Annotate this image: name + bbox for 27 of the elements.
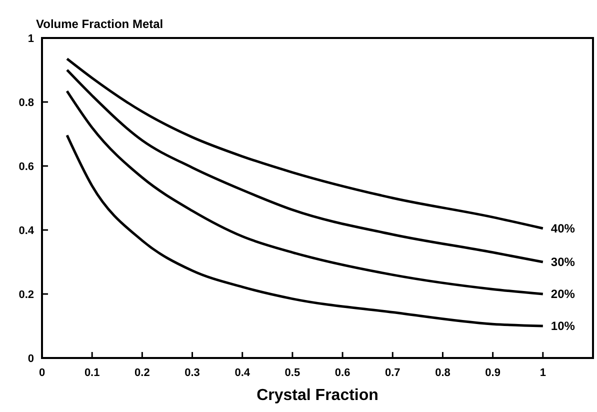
x-tick-label: 0.5 xyxy=(284,367,300,379)
line-series xyxy=(66,134,544,328)
x-tick-label: 0.3 xyxy=(184,367,200,379)
y-tick-label: 1 xyxy=(28,33,34,45)
x-tick-label: 0.7 xyxy=(384,367,400,379)
x-tick-label: 0.4 xyxy=(234,367,251,379)
series-label: 40% xyxy=(550,221,576,236)
y-tick-label: 0.6 xyxy=(18,161,34,173)
x-tick-label: 0.6 xyxy=(334,367,350,379)
y-tick-label: 0.2 xyxy=(18,289,34,301)
x-axis-title: Crystal Fraction xyxy=(256,387,378,404)
line-series xyxy=(66,90,544,296)
line-series xyxy=(66,58,544,230)
y-axis-title: Volume Fraction Metal xyxy=(36,17,164,31)
y-tick-label: 0 xyxy=(28,353,34,365)
x-tick-label: 1 xyxy=(540,367,546,379)
x-tick-label: 0.8 xyxy=(435,367,450,379)
series-label: 20% xyxy=(550,287,576,301)
y-tick-label: 0.8 xyxy=(18,97,34,109)
x-tick-label: 0.2 xyxy=(134,367,150,379)
series-label: 10% xyxy=(550,319,576,333)
x-tick-label: 0.1 xyxy=(84,367,100,379)
line-series xyxy=(66,68,544,264)
x-tick-label: 0.9 xyxy=(485,367,500,379)
y-tick-label: 0.4 xyxy=(18,225,35,237)
x-tick-label: 0 xyxy=(38,367,46,379)
series-label: 30% xyxy=(550,255,576,269)
